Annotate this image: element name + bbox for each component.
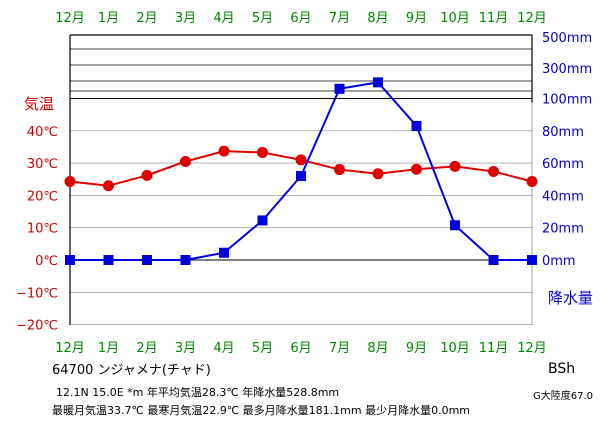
temperature-point <box>334 164 345 175</box>
month-label-bottom: 5月 <box>252 341 273 356</box>
precip-tick-label: 40mm <box>542 189 584 204</box>
month-label-bottom: 6月 <box>290 341 311 356</box>
precip-tick-label: 20mm <box>542 222 584 237</box>
month-label-top: 4月 <box>213 11 234 26</box>
temperature-point <box>488 166 499 177</box>
station-name: 64700 ンジャメナ(チャド) <box>52 359 211 378</box>
grid-layer <box>70 49 532 325</box>
series-layer <box>65 77 538 265</box>
month-label-top: 2月 <box>136 11 157 26</box>
month-label-top: 11月 <box>479 11 509 26</box>
temp-axis-title: 気温 <box>24 95 54 113</box>
climate-classification: BSh <box>548 361 575 377</box>
temperature-point <box>411 164 422 175</box>
precip-tick-label: 80mm <box>542 125 584 140</box>
precipitation-point <box>450 220 460 230</box>
month-label-top: 12月 <box>55 11 85 26</box>
month-label-bottom: 9月 <box>406 341 427 356</box>
month-label-bottom: 7月 <box>329 341 350 356</box>
month-label-top: 5月 <box>252 11 273 26</box>
month-label-bottom: 8月 <box>367 341 388 356</box>
precip-tick-label: 60mm <box>542 157 584 172</box>
precipitation-point <box>258 215 268 225</box>
temp-tick-label: −20℃ <box>16 319 58 334</box>
precip-tick-label: 300mm <box>542 62 592 77</box>
temp-tick-label: 40℃ <box>27 125 58 140</box>
temperature-point <box>65 176 76 187</box>
month-label-bottom: 2月 <box>136 341 157 356</box>
temperature-point <box>527 176 538 187</box>
station-stats-line2: 最暖月気温33.7℃ 最寒月気温22.9℃ 最多月降水量181.1mm 最少月降… <box>52 402 470 418</box>
precip-axis-title: 降水量 <box>548 289 593 307</box>
month-label-top: 7月 <box>329 11 350 26</box>
precipitation-point <box>219 248 229 258</box>
month-label-bottom: 4月 <box>213 341 234 356</box>
precipitation-point <box>412 121 422 131</box>
month-label-top: 8月 <box>367 11 388 26</box>
temperature-point <box>373 168 384 179</box>
month-label-top: 10月 <box>440 11 470 26</box>
precipitation-point <box>181 255 191 265</box>
month-label-bottom: 12月 <box>517 341 547 356</box>
precipitation-point <box>335 84 345 94</box>
temperature-point <box>219 146 230 157</box>
temp-tick-label: −10℃ <box>16 286 58 301</box>
month-label-top: 3月 <box>175 11 196 26</box>
precip-tick-label: 100mm <box>542 93 592 108</box>
axis-labels: 12月 12月 1月 1月 2月 2月 3月 3月 4月 4月 5月 5月 6月 6月 7月 7月 8月 8月 9月… <box>16 11 593 356</box>
precipitation-point <box>527 255 537 265</box>
continentality-index: G大陸度67.0 <box>533 387 593 402</box>
temperature-point <box>180 156 191 167</box>
precipitation-point <box>373 77 383 87</box>
temp-tick-label: 30℃ <box>27 157 58 172</box>
temp-tick-label: 0℃ <box>35 254 58 269</box>
temperature-point <box>450 161 461 172</box>
temperature-point <box>142 170 153 181</box>
month-label-top: 12月 <box>517 11 547 26</box>
month-label-bottom: 10月 <box>440 341 470 356</box>
precipitation-point <box>104 255 114 265</box>
month-label-top: 1月 <box>98 11 119 26</box>
precipitation-point <box>489 255 499 265</box>
precipitation-point <box>296 171 306 181</box>
month-label-bottom: 11月 <box>479 341 509 356</box>
temperature-point <box>296 154 307 165</box>
temp-tick-label: 20℃ <box>27 189 58 204</box>
precipitation-point <box>65 255 75 265</box>
precipitation-point <box>142 255 152 265</box>
month-label-top: 6月 <box>290 11 311 26</box>
temperature-point <box>103 180 114 191</box>
temperature-point <box>257 147 268 158</box>
station-stats-line1: 12.1N 15.0E *m 年平均気温28.3℃ 年降水量528.8mm <box>56 384 339 400</box>
precip-tick-label: 500mm <box>542 31 592 46</box>
temp-tick-label: 10℃ <box>27 222 58 237</box>
month-label-top: 9月 <box>406 11 427 26</box>
precip-tick-label: 0mm <box>542 254 576 269</box>
month-label-bottom: 12月 <box>55 341 85 356</box>
month-label-bottom: 3月 <box>175 341 196 356</box>
month-label-bottom: 1月 <box>98 341 119 356</box>
